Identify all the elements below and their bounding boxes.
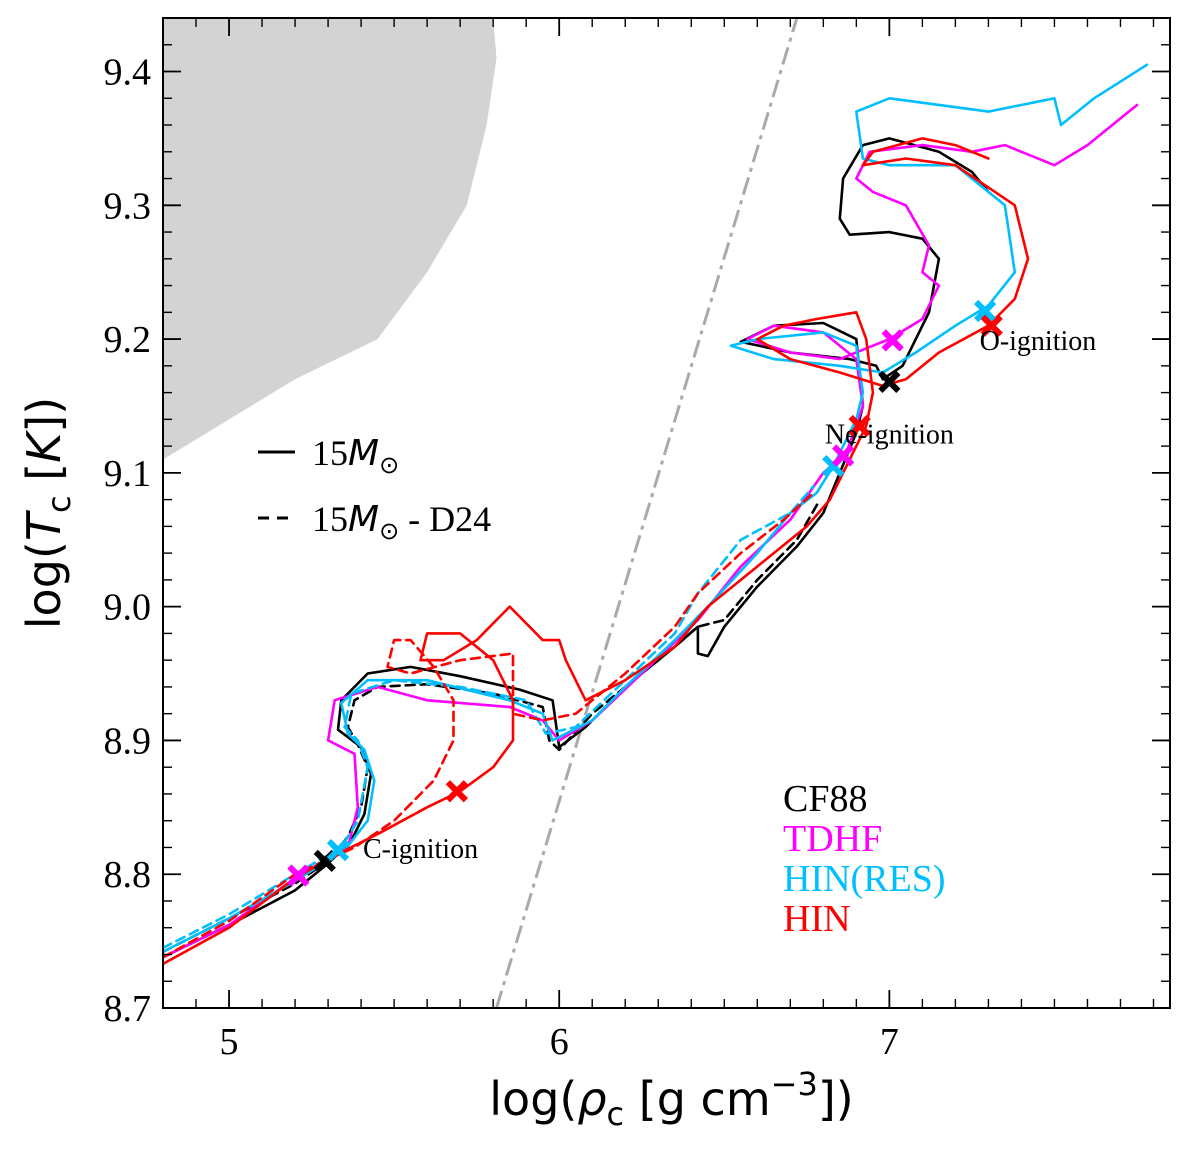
style-legend-label: 15M⊙ - D24 [312, 499, 491, 545]
marker-stroke [445, 780, 468, 803]
marker-stroke [287, 864, 310, 887]
marker-hin [445, 780, 468, 803]
y-tick-label: 9.4 [104, 52, 152, 94]
marker-tdhf [832, 444, 855, 467]
series-line-tdhf [163, 103, 1139, 959]
series-line-hin-d24 [163, 491, 815, 959]
marker-hin-res [326, 839, 350, 862]
x-tick-label: 6 [550, 1021, 569, 1063]
color-legend-label: HIN [783, 898, 851, 940]
y-axis-label: log(Tc [K]) [17, 397, 78, 629]
x-axis-label: log(ρc [g cm−3]) [489, 1065, 853, 1133]
y-tick-label: 8.8 [104, 854, 152, 896]
color-legend-label: TDHF [783, 818, 882, 860]
plot-area [163, 18, 1149, 1008]
marker-stroke [973, 299, 997, 323]
series-line-cf88-d24 [163, 498, 822, 954]
y-tick-label: 9.1 [104, 453, 152, 495]
marker-hin [980, 314, 1003, 337]
marker-cf88 [878, 370, 901, 394]
marker-stroke [326, 839, 350, 862]
annotation-label: Ne-ignition [825, 419, 954, 450]
annotation-label: O-ignition [980, 326, 1097, 357]
color-legend-label: HIN(RES) [783, 858, 946, 900]
marker-stroke [881, 329, 904, 352]
series-line-hin [163, 137, 1030, 966]
y-tick-label: 9.3 [104, 185, 152, 227]
marker-stroke [980, 314, 1003, 337]
boundary-line [495, 18, 799, 1008]
marker-stroke [878, 370, 901, 394]
x-tick-label: 7 [880, 1021, 899, 1063]
style-legend-label: 15M⊙ [312, 433, 399, 479]
x-tick-label: 5 [220, 1021, 239, 1063]
marker-tdhf [881, 329, 904, 352]
axes-frame [162, 17, 1171, 1009]
y-tick-label: 9.2 [104, 319, 152, 361]
marker-hin-res [973, 299, 997, 323]
style-legend-entry: 15M⊙ [258, 433, 399, 479]
marker-tdhf [287, 864, 310, 887]
marker-stroke [848, 414, 871, 438]
marker-hin [848, 414, 871, 438]
y-tick-label: 9.0 [104, 587, 152, 629]
marker-stroke [832, 444, 855, 467]
series-line-cf88 [163, 137, 990, 959]
annotation-label: C-ignition [363, 834, 478, 865]
shaded-region [163, 18, 497, 460]
y-tick-label: 8.7 [104, 988, 152, 1030]
y-tick-label: 8.9 [104, 720, 152, 762]
series-line-hin-res-d24 [163, 484, 815, 950]
style-legend-entry: 15M⊙ - D24 [258, 499, 491, 545]
color-legend-label: CF88 [783, 778, 867, 820]
